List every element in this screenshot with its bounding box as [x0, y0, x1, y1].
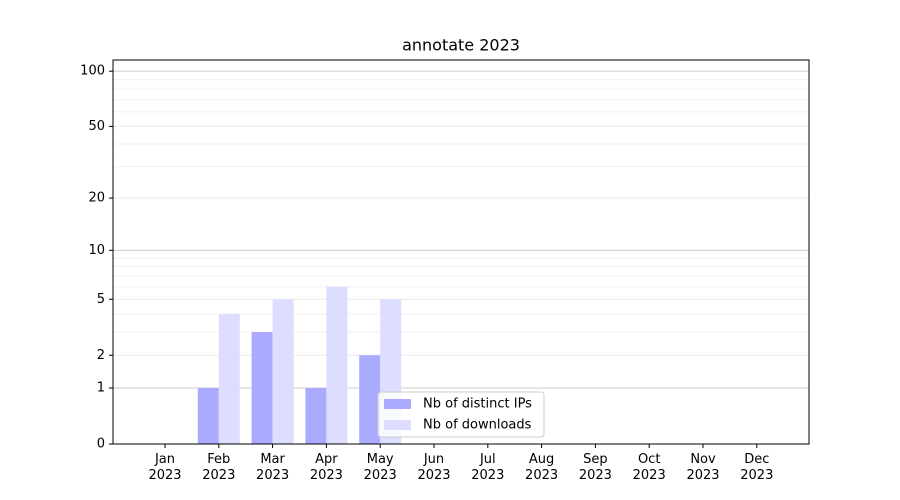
bar	[326, 286, 348, 444]
x-tick-label: Jul 2023	[471, 452, 505, 483]
x-tick-label: Nov 2023	[686, 452, 720, 483]
legend-label: Nb of downloads	[423, 418, 532, 433]
x-tick-label: Mar 2023	[256, 452, 290, 483]
y-tick-label: 20	[88, 191, 105, 206]
y-tick-label: 10	[88, 243, 105, 258]
x-tick-label: Dec 2023	[740, 452, 774, 483]
bar	[272, 299, 294, 444]
bar	[305, 388, 327, 444]
x-tick-label: Jun 2023	[417, 452, 451, 483]
y-tick-label: 0	[97, 437, 105, 452]
x-tick-label: Jan 2023	[148, 452, 182, 483]
legend-box	[377, 391, 545, 438]
y-tick-label: 100	[80, 64, 105, 79]
x-tick-label: Aug 2023	[525, 452, 559, 483]
y-tick-label: 1	[97, 381, 105, 396]
x-tick-label: Feb 2023	[202, 452, 236, 483]
bar	[359, 355, 381, 444]
legend: Nb of distinct IPs Nb of downloads	[377, 391, 545, 438]
bar	[251, 332, 273, 444]
x-tick-label: Oct 2023	[632, 452, 666, 483]
y-tick-label: 50	[88, 119, 105, 134]
x-tick-label: Sep 2023	[578, 452, 612, 483]
y-tick-label: 5	[97, 292, 105, 307]
y-tick-label: 2	[97, 348, 105, 363]
bar	[218, 313, 240, 444]
bar	[197, 388, 219, 444]
plot-frame	[112, 59, 810, 445]
legend-label: Nb of distinct IPs	[423, 397, 532, 412]
x-tick-label: Apr 2023	[309, 452, 343, 483]
legend-swatch	[384, 399, 411, 409]
legend-swatch	[384, 420, 411, 430]
chart-title: annotate 2023	[402, 36, 520, 55]
x-tick-label: May 2023	[363, 452, 397, 483]
